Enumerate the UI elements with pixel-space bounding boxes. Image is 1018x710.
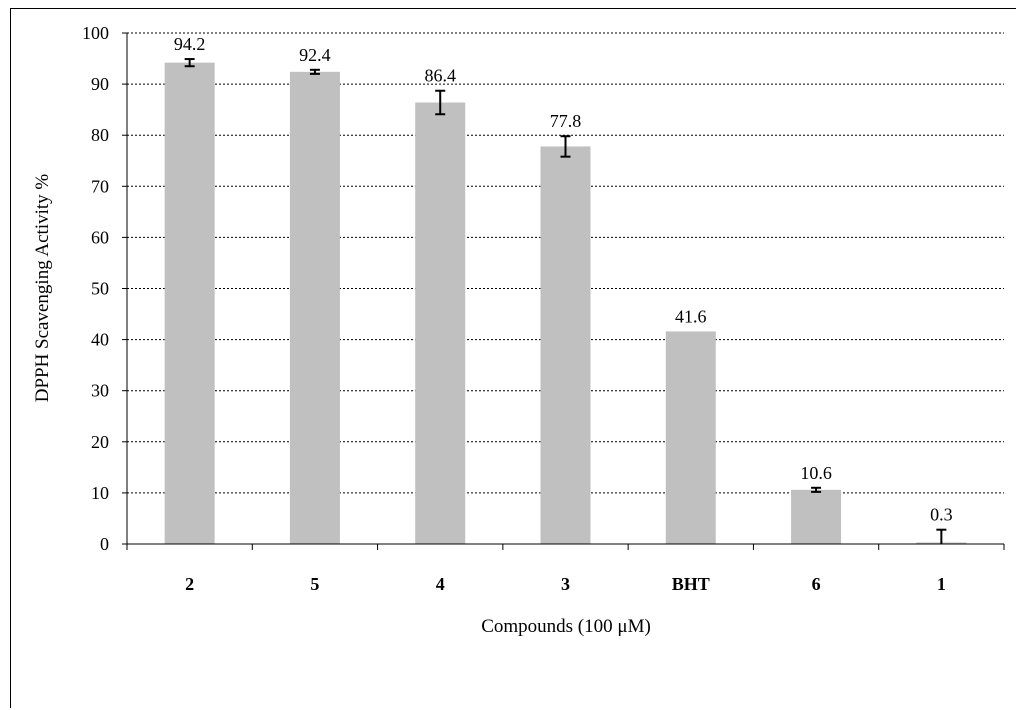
y-tick-label: 20 bbox=[91, 432, 109, 452]
y-tick-label: 10 bbox=[91, 483, 109, 503]
x-tick-label: 4 bbox=[436, 574, 445, 594]
x-tick-labels: 2 5 4 3 BHT 6 1 bbox=[126, 544, 1005, 594]
data-label: 92.4 bbox=[299, 45, 331, 65]
bar bbox=[540, 146, 591, 544]
data-label: 0.3 bbox=[930, 505, 953, 525]
error-bar bbox=[309, 68, 320, 75]
y-tick-label: 80 bbox=[91, 125, 109, 145]
data-labels: 94.2 92.4 86.4 77.8 41.6 10.6 0.3 bbox=[174, 34, 953, 525]
data-label: 41.6 bbox=[675, 306, 707, 326]
y-tick-label: 100 bbox=[82, 23, 109, 43]
x-axis-title: Compounds (100 μM) bbox=[481, 616, 651, 637]
y-axis-title: DPPH Scavenging Activity % bbox=[32, 174, 53, 403]
x-tick-label: 1 bbox=[937, 574, 946, 594]
bar bbox=[415, 102, 466, 544]
y-tick-label: 40 bbox=[91, 330, 109, 350]
x-tick-label: 3 bbox=[561, 574, 570, 594]
error-bar bbox=[811, 486, 822, 493]
data-label: 94.2 bbox=[174, 34, 206, 54]
x-tick-label: BHT bbox=[672, 574, 710, 594]
error-bar bbox=[936, 528, 947, 544]
y-tick-labels: 0 10 20 30 40 50 60 70 80 90 100 bbox=[82, 23, 127, 554]
bars bbox=[164, 62, 967, 544]
error-bars bbox=[184, 58, 947, 544]
bar bbox=[164, 62, 215, 544]
x-tick-label: 6 bbox=[812, 574, 821, 594]
y-tick-label: 60 bbox=[91, 227, 109, 247]
error-bar bbox=[435, 89, 446, 116]
data-label: 86.4 bbox=[424, 66, 456, 86]
data-label: 77.8 bbox=[550, 111, 582, 131]
y-tick-label: 90 bbox=[91, 74, 109, 94]
y-tick-label: 30 bbox=[91, 381, 109, 401]
chart-frame bbox=[10, 8, 1016, 708]
error-bar bbox=[184, 58, 195, 68]
bar bbox=[665, 331, 716, 544]
data-label: 10.6 bbox=[800, 463, 832, 483]
bar bbox=[289, 71, 340, 544]
y-tick-label: 50 bbox=[91, 279, 109, 299]
y-tick-label: 70 bbox=[91, 176, 109, 196]
bar bbox=[791, 489, 842, 544]
y-tick-label: 0 bbox=[100, 534, 109, 554]
x-tick-label: 2 bbox=[185, 574, 194, 594]
x-tick-label: 5 bbox=[310, 574, 319, 594]
error-bar bbox=[560, 135, 571, 158]
